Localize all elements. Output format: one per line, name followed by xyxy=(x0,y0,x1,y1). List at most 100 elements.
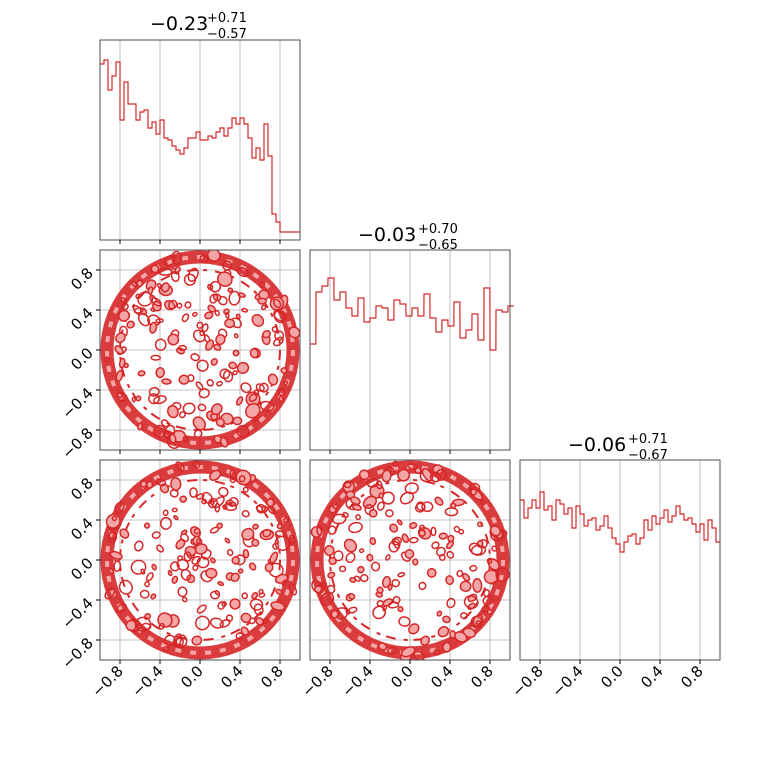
histogram-step-3 xyxy=(520,491,720,553)
contour-blob xyxy=(104,587,116,600)
contour-blob xyxy=(355,514,362,521)
contour-blob xyxy=(232,416,243,426)
contour-blob xyxy=(197,403,207,412)
contour-blob xyxy=(144,581,150,588)
contour-blob xyxy=(241,592,249,600)
contour-blob xyxy=(182,402,196,415)
contour-blob xyxy=(192,416,207,431)
title-param-1: −0.23 +0.71 −0.57 xyxy=(150,11,247,42)
contour-blob xyxy=(204,311,214,320)
contour-blob xyxy=(229,496,239,507)
contour-blob xyxy=(333,550,344,562)
contour-blob xyxy=(224,537,231,544)
contour-blob xyxy=(368,508,378,518)
contour-blob xyxy=(178,411,187,419)
contour-mid-ring xyxy=(119,269,281,431)
contour-blob xyxy=(420,635,431,646)
contour-blob xyxy=(330,609,339,619)
contour-blob xyxy=(219,436,229,448)
contour-blob xyxy=(267,373,279,386)
contour-blob xyxy=(242,486,249,493)
contour-blob xyxy=(331,513,347,525)
title-1-main: −0.23 xyxy=(150,13,208,35)
contour-blob xyxy=(224,318,236,329)
contour-mid-ring xyxy=(119,479,281,641)
contour-blob xyxy=(386,646,398,655)
contour-blob xyxy=(269,551,279,564)
contour-blob xyxy=(260,304,267,311)
contour-blob xyxy=(273,336,284,347)
contour-blob xyxy=(248,562,257,571)
contour-blob xyxy=(130,559,147,575)
contour-blob xyxy=(181,596,188,603)
contour-blob xyxy=(119,528,130,539)
contour-blob xyxy=(177,555,184,562)
contour-blob xyxy=(257,297,268,305)
contour-blob xyxy=(480,499,486,506)
contour-blob xyxy=(249,598,264,611)
contour-blob xyxy=(195,493,205,500)
contour-blob xyxy=(207,250,221,262)
contour-blob xyxy=(274,330,285,341)
contour-blob xyxy=(177,344,188,351)
title-2-minus: −0.65 xyxy=(418,238,458,253)
contour-blob xyxy=(391,578,401,588)
contour-blob xyxy=(463,595,479,610)
contour-blob xyxy=(376,586,384,594)
title-3-minus: −0.67 xyxy=(628,448,668,463)
contour-blob xyxy=(357,565,365,574)
contour-blob xyxy=(353,575,361,582)
contour-blob xyxy=(381,575,392,589)
contour-blob xyxy=(252,416,259,423)
contour-blob xyxy=(150,264,160,274)
contour-blob xyxy=(381,469,392,483)
contour-blob xyxy=(392,460,399,468)
contour-blob xyxy=(370,561,381,572)
histogram-step-1 xyxy=(100,59,300,233)
contour-blob xyxy=(387,601,400,609)
contour-blob xyxy=(218,486,229,497)
contour-blob xyxy=(187,267,199,282)
contour-blob xyxy=(169,489,179,498)
contour-blob xyxy=(435,468,447,481)
contour-blob xyxy=(114,501,125,514)
contour-blob xyxy=(283,380,289,386)
contour-blob xyxy=(179,495,188,503)
contour-blob xyxy=(125,619,137,632)
contour-blob xyxy=(222,260,233,271)
contour-blob xyxy=(235,313,241,320)
contour-blob xyxy=(173,514,179,521)
contour-blob xyxy=(169,561,180,572)
contour-blob xyxy=(196,604,207,614)
contour-blob xyxy=(143,522,151,529)
contour-blob xyxy=(216,380,223,387)
contour-blob xyxy=(184,545,197,557)
contour-blob xyxy=(236,361,250,374)
contour-blob xyxy=(195,615,210,631)
contour-blob xyxy=(180,529,188,536)
contour-blob xyxy=(251,313,265,327)
contour-blob xyxy=(155,478,167,487)
contour-blob xyxy=(192,329,206,343)
contour-blob xyxy=(201,491,213,504)
contour-blob xyxy=(228,290,241,306)
contour-blob xyxy=(123,362,129,369)
contour-blob xyxy=(137,370,146,377)
contour-blob xyxy=(229,477,237,484)
contour-blob xyxy=(209,526,220,534)
contour-blob xyxy=(326,584,336,594)
contour-blob xyxy=(249,348,259,359)
contour-blob xyxy=(255,383,265,392)
contour-blob xyxy=(456,569,464,578)
contour-blob xyxy=(343,538,358,553)
contour-blob xyxy=(393,538,401,549)
contour-blob xyxy=(345,552,356,564)
contour-blob xyxy=(167,299,178,310)
contour-blob xyxy=(137,422,143,431)
contour-blob xyxy=(154,338,167,351)
contour-blob xyxy=(316,524,323,536)
contour-blob xyxy=(192,311,198,317)
contour-blob xyxy=(251,538,260,547)
contour-blob xyxy=(469,564,478,572)
contour-blob xyxy=(475,620,482,625)
